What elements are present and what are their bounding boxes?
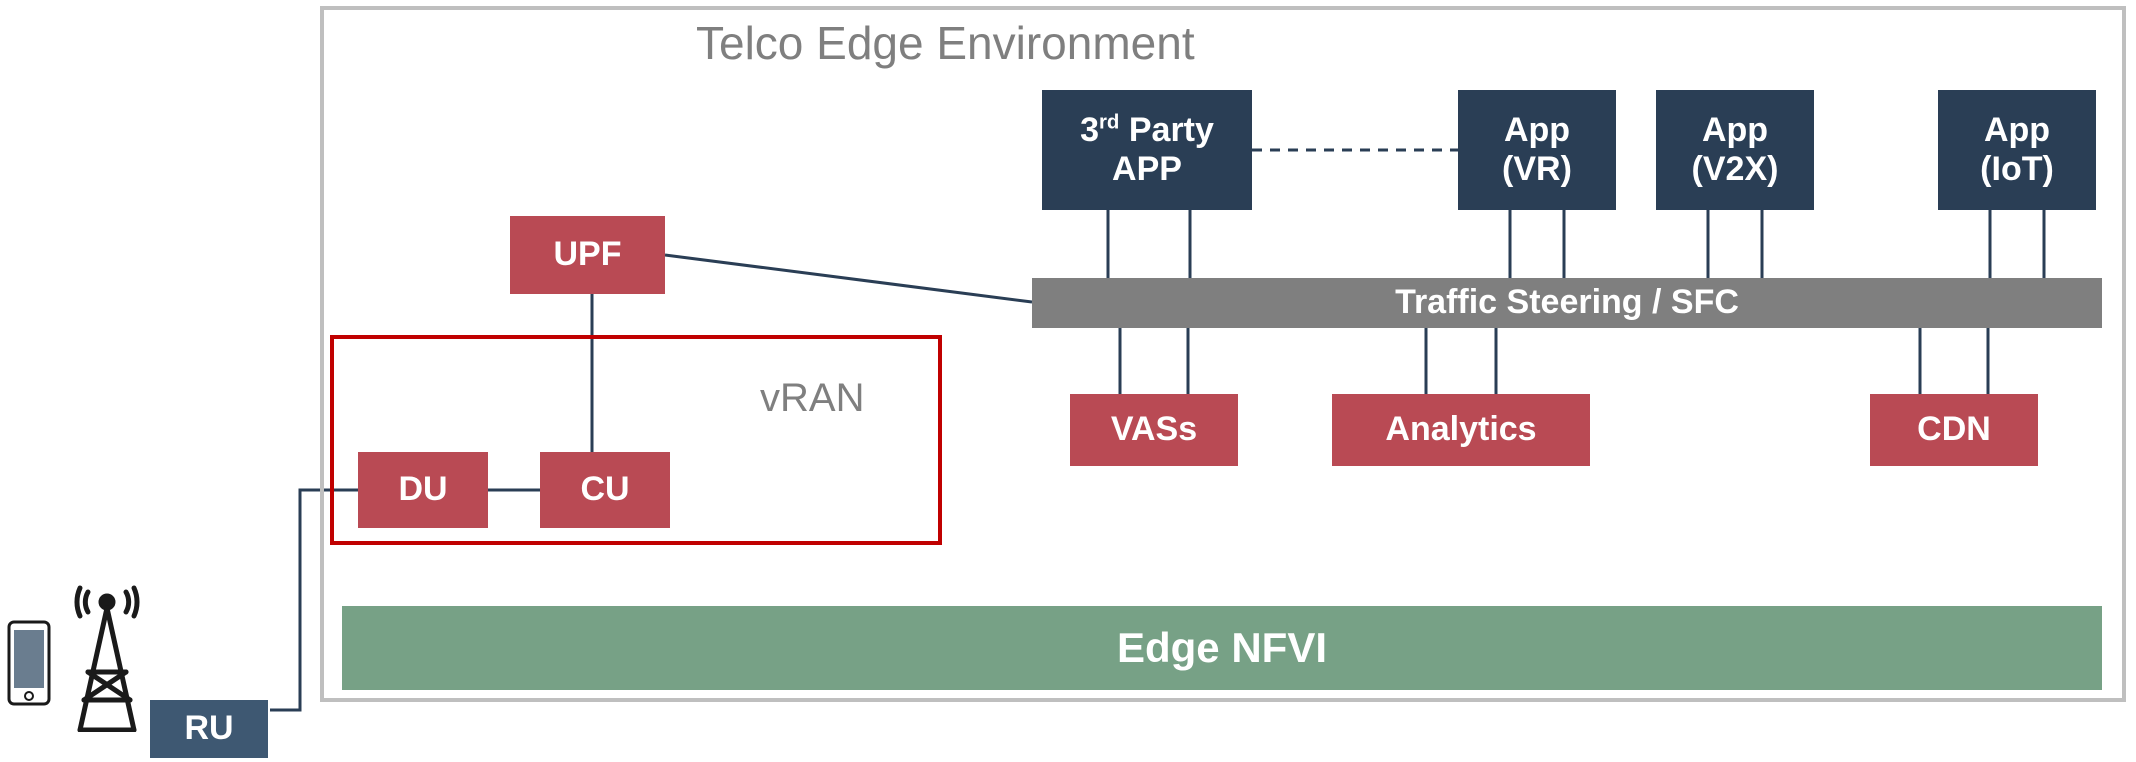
app-vr-box: App(VR) xyxy=(1458,90,1616,210)
analytics-box: Analytics xyxy=(1332,394,1590,466)
app-iot-box: App(IoT) xyxy=(1938,90,2096,210)
third-party-line1: 3rd Party xyxy=(1080,111,1214,149)
third-party-app-box: 3rd Party APP xyxy=(1042,90,1252,210)
du-box: DU xyxy=(358,452,488,528)
cu-box: CU xyxy=(540,452,670,528)
antenna-tower-icon xyxy=(62,582,152,732)
phone-icon xyxy=(6,620,52,706)
edge-nfvi-bar: Edge NFVI xyxy=(342,606,2102,690)
upf-box: UPF xyxy=(510,216,665,294)
app-v2x-box: App(V2X) xyxy=(1656,90,1814,210)
cdn-box: CDN xyxy=(1870,394,2038,466)
vran-label: vRAN xyxy=(760,376,864,421)
ru-box: RU xyxy=(150,700,268,758)
traffic-steering-bar: Traffic Steering / SFC xyxy=(1032,278,2102,328)
diagram-stage: Telco Edge Environment vRAN DU CU UPF VA… xyxy=(0,0,2136,762)
title-label: Telco Edge Environment xyxy=(696,16,1195,70)
vass-box: VASs xyxy=(1070,394,1238,466)
third-party-line2: APP xyxy=(1112,150,1182,188)
